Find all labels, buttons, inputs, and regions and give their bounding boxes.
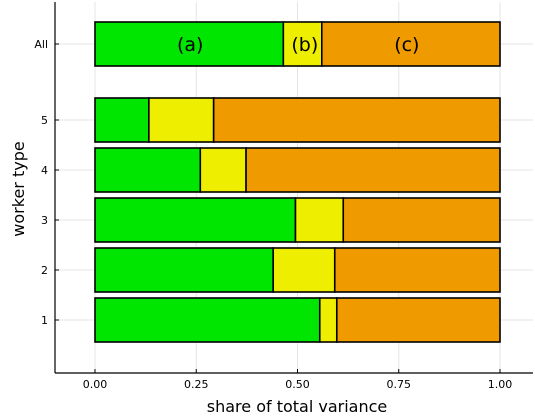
bar-segment-1-3 <box>335 297 501 343</box>
x-tick-label: 0.75 <box>387 378 412 391</box>
y-tick-label: 2 <box>41 264 48 277</box>
y-tick-label: All <box>34 38 48 51</box>
bar-annotation: (a) <box>177 34 203 56</box>
bar-segment-1-1 <box>94 297 321 343</box>
bar-segment-5-3 <box>212 97 501 143</box>
bars <box>94 21 501 343</box>
bar-segment-All-3 <box>320 21 501 67</box>
bar-segment-3-3 <box>342 197 501 243</box>
bar-segment-5-2 <box>148 97 215 143</box>
x-tick-label: 0.50 <box>285 378 310 391</box>
y-tick-label: 1 <box>41 314 48 327</box>
bar-segment-3-2 <box>294 197 345 243</box>
bar-segment-3-1 <box>94 197 297 243</box>
x-tick-label: 0.00 <box>83 378 108 391</box>
x-tick-label: 1.00 <box>488 378 513 391</box>
bar-segment-2-2 <box>272 247 336 293</box>
y-tick-label: 5 <box>41 114 48 127</box>
x-tick-label: 0.25 <box>184 378 209 391</box>
bar-annotation: (b) <box>291 34 318 56</box>
y-tick-label: 4 <box>41 164 48 177</box>
bar-segment-All-1 <box>94 21 285 67</box>
bar-segment-2-1 <box>94 247 274 293</box>
x-axis-title: share of total variance <box>207 397 388 416</box>
y-axis-title: worker type <box>9 141 28 236</box>
axes: 0.00 0.25 0.50 0.75 1.00 1 2 3 4 5 All <box>34 2 533 391</box>
bar-segment-4-1 <box>94 147 202 193</box>
bar-segment-1-2 <box>318 297 338 343</box>
bar-segment-2-3 <box>333 247 501 293</box>
bar-annotation: (c) <box>394 34 419 56</box>
bar-segment-5-1 <box>94 97 150 143</box>
bar-segment-All-2 <box>282 21 323 67</box>
bar-segment-4-2 <box>199 147 247 193</box>
y-tick-label: 3 <box>41 214 48 227</box>
bar-annotations: (a) (b) (c) <box>177 34 420 56</box>
bar-segment-4-3 <box>245 147 501 193</box>
